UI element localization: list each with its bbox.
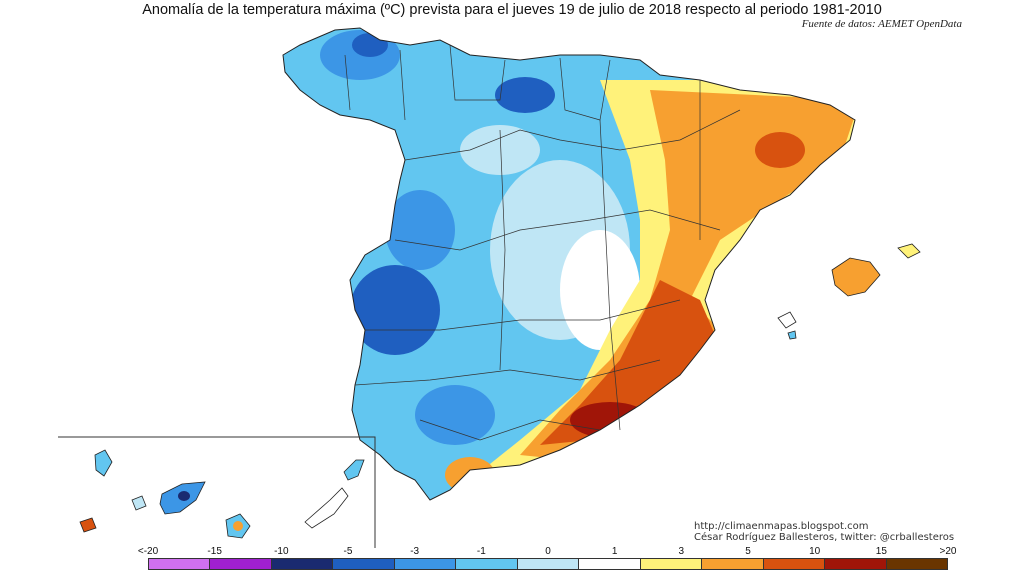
legend-swatch [149,559,211,569]
legend-swatch [333,559,395,569]
legend-tick-label: <-20 [137,546,159,557]
legend-tick-label: 15 [875,546,887,557]
map-title: Anomalía de la temperatura máxima (ºC) p… [142,2,882,18]
color-legend [148,558,948,570]
legend-tick-label: 5 [745,546,751,557]
legend-swatch [825,559,887,569]
legend-tick-label: -15 [207,546,222,557]
legend-swatch [579,559,641,569]
legend-tick-label: 0 [545,546,551,557]
legend-swatch [456,559,518,569]
legend-swatch [702,559,764,569]
legend-swatch [763,559,826,569]
legend-swatch [271,559,334,569]
legend-tick-label: >20 [939,546,957,557]
legend-swatch [517,559,580,569]
legend-tick-label: -10 [274,546,289,557]
legend-tick-labels: <-20 -15 -10 -5 -3 -1 0 1 3 5 10 15 >20 [138,546,957,558]
legend-swatch [886,559,948,569]
credits: http://climaenmapas.blogspot.com César R… [694,521,954,543]
legend-tick-label: -1 [476,546,486,557]
blog-url: http://climaenmapas.blogspot.com [694,521,869,532]
legend-tick-label: 3 [678,546,685,557]
legend-swatch [210,559,272,569]
author-credit: César Rodríguez Ballesteros, twitter: @c… [694,532,955,543]
province-borders [344,44,741,441]
legend-tick-label: -5 [343,546,353,557]
canary-islands-inset [58,436,376,548]
legend-tick-label: 10 [809,546,821,557]
peninsula-coastline [282,27,856,501]
legend-tick-label: -3 [410,546,420,557]
peninsula-anomaly-field [283,28,855,500]
legend-swatch [394,559,457,569]
legend-tick-label: 1 [611,546,618,557]
legend-swatch [640,559,703,569]
balearic-islands [777,243,921,340]
data-source-note: Fuente de datos: AEMET OpenData [801,18,962,30]
